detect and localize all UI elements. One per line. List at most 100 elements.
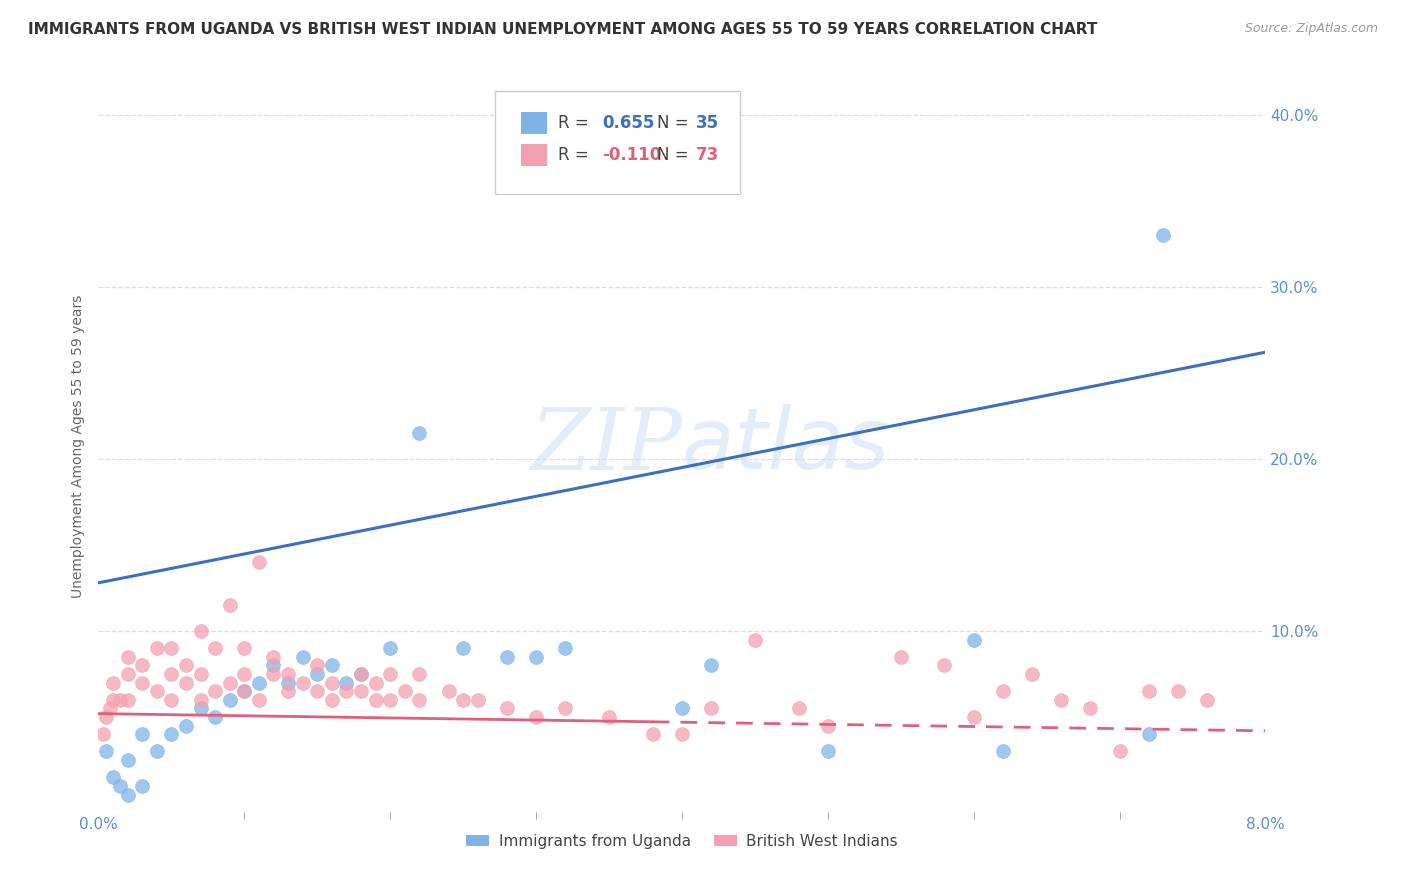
Point [204, 641, 226, 656]
Text: atlas: atlas [682, 404, 890, 488]
Point [117, 788, 139, 802]
Point [277, 667, 299, 681]
Point [350, 667, 373, 681]
Point [437, 684, 460, 698]
Point [524, 649, 547, 664]
Point [890, 649, 912, 664]
Point [204, 684, 226, 698]
Text: 35: 35 [696, 113, 718, 132]
Point [218, 693, 240, 707]
Point [160, 693, 183, 707]
Point [991, 684, 1014, 698]
Point [364, 693, 387, 707]
Point [262, 667, 284, 681]
Point [380, 693, 402, 707]
Point [307, 667, 329, 681]
Point [1080, 701, 1102, 715]
Point [496, 649, 519, 664]
Point [364, 675, 387, 690]
Point [1137, 727, 1160, 741]
Point [451, 641, 474, 656]
Text: R =: R = [558, 146, 595, 164]
Text: N =: N = [658, 146, 695, 164]
Point [408, 693, 430, 707]
Point [262, 649, 284, 664]
Point [110, 693, 132, 707]
Point [233, 641, 256, 656]
Point [174, 675, 197, 690]
Point [787, 701, 810, 715]
Point [204, 710, 226, 724]
Point [394, 684, 416, 698]
Point [247, 555, 270, 569]
Point [160, 727, 183, 741]
Text: 73: 73 [696, 146, 718, 164]
Point [190, 693, 212, 707]
Point [247, 693, 270, 707]
Point [160, 667, 183, 681]
Point [451, 693, 474, 707]
Text: Source: ZipAtlas.com: Source: ZipAtlas.com [1244, 22, 1378, 36]
Point [91, 727, 114, 741]
Point [101, 693, 124, 707]
Point [131, 675, 153, 690]
Y-axis label: Unemployment Among Ages 55 to 59 years: Unemployment Among Ages 55 to 59 years [70, 294, 84, 598]
Point [190, 624, 212, 638]
Point [700, 701, 723, 715]
Point [408, 667, 430, 681]
Point [94, 744, 117, 758]
Point [321, 675, 343, 690]
Point [1167, 684, 1189, 698]
Point [291, 675, 314, 690]
Point [554, 701, 576, 715]
Point [117, 753, 139, 767]
Point [817, 744, 839, 758]
Point [117, 667, 139, 681]
Point [934, 658, 956, 673]
Point [233, 684, 256, 698]
Point [321, 693, 343, 707]
Point [467, 693, 489, 707]
Text: IMMIGRANTS FROM UGANDA VS BRITISH WEST INDIAN UNEMPLOYMENT AMONG AGES 55 TO 59 Y: IMMIGRANTS FROM UGANDA VS BRITISH WEST I… [28, 22, 1098, 37]
Text: -0.110: -0.110 [603, 146, 662, 164]
Point [1137, 684, 1160, 698]
Point [131, 658, 153, 673]
Point [408, 426, 430, 441]
Text: R =: R = [558, 113, 595, 132]
FancyBboxPatch shape [495, 91, 741, 194]
Point [131, 727, 153, 741]
Point [190, 667, 212, 681]
Point [307, 658, 329, 673]
Bar [520, 144, 547, 166]
Point [262, 658, 284, 673]
Point [277, 684, 299, 698]
Point [962, 710, 984, 724]
Point [744, 632, 766, 647]
Text: 0.655: 0.655 [603, 113, 655, 132]
Point [1108, 744, 1130, 758]
Point [335, 675, 357, 690]
Point [321, 658, 343, 673]
Legend: Immigrants from Uganda, British West Indians: Immigrants from Uganda, British West Ind… [460, 828, 904, 855]
Point [598, 710, 620, 724]
Point [291, 649, 314, 664]
Point [335, 684, 357, 698]
Point [146, 684, 169, 698]
Point [380, 667, 402, 681]
Point [218, 598, 240, 612]
Point [700, 658, 723, 673]
Point [94, 710, 117, 724]
Point [174, 719, 197, 733]
Point [962, 632, 984, 647]
Point [817, 719, 839, 733]
Point [1152, 228, 1174, 243]
Point [641, 727, 664, 741]
Point [671, 701, 693, 715]
Point [117, 649, 139, 664]
Point [554, 641, 576, 656]
Point [277, 675, 299, 690]
Point [991, 744, 1014, 758]
Point [1197, 693, 1219, 707]
Point [233, 684, 256, 698]
Point [190, 701, 212, 715]
